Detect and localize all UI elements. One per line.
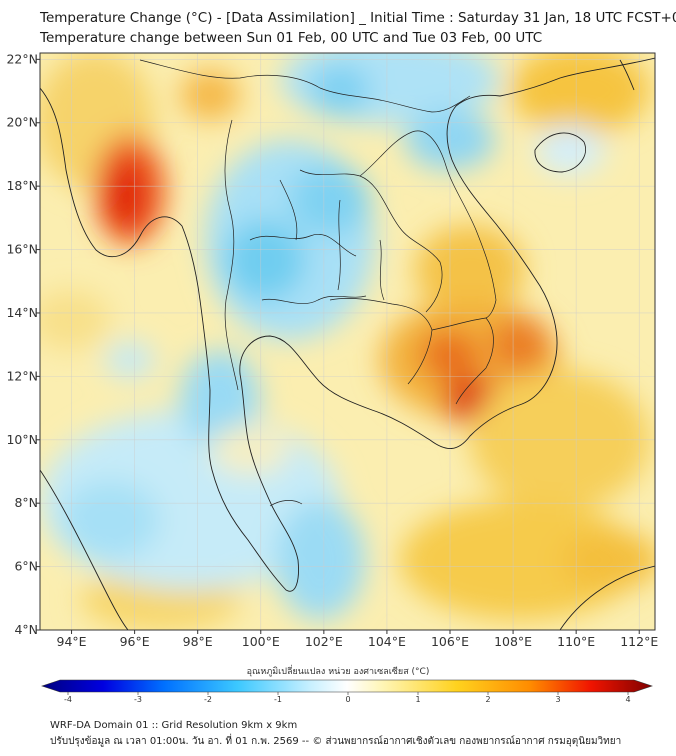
warm-region-south [400, 500, 640, 620]
province-lines-3 [279, 179, 298, 241]
lon-label-112: 112°E [620, 634, 658, 649]
warm-region-south-china [510, 53, 650, 135]
footer-domain-info: WRF-DA Domain 01 :: Grid Resolution 9km … [50, 720, 298, 731]
latitude-axis: 22°N 20°N 18°N 16°N 14°N 12°N 10°N 8°N 6°N 4°N [6, 51, 40, 637]
border-cambodia-vietnam [431, 317, 494, 405]
border-thailand-laos [299, 169, 443, 313]
lon-label-98: 98°E [183, 634, 213, 649]
colorbar-bar [41, 679, 653, 693]
cool-core-thailand [225, 220, 305, 300]
coastline-sumatra [40, 469, 129, 630]
cool-core-north [290, 165, 370, 235]
cool-patch-west [105, 342, 155, 378]
chart-subtitle: Temperature change between Sun 01 Feb, 0… [40, 30, 543, 46]
lat-label-8: 8°N [14, 495, 38, 510]
province-lines-2 [261, 295, 367, 305]
border-laos-vietnam [359, 130, 497, 319]
lat-label-22: 22°N [6, 51, 38, 66]
cb-label-0: 0 [345, 695, 350, 704]
colorbar-ticks: -4 -3 -2 -1 0 1 2 3 4 [64, 692, 631, 704]
cool-region-hainan [535, 125, 605, 175]
warm-hotspot-east [490, 315, 550, 375]
lon-label-102: 102°E [305, 634, 343, 649]
lat-label-18: 18°N [6, 178, 38, 193]
warm-region-southeast [560, 530, 655, 590]
plot-frame [39, 52, 656, 631]
cb-label--2: -2 [204, 695, 212, 704]
coastlines [40, 57, 655, 630]
cool-region-malay [275, 500, 365, 620]
colorbar-title: อุณหภูมิเปลี่ยนแปลง หน่วย องศาเซลเซียส (… [246, 667, 430, 677]
lat-label-20: 20°N [6, 115, 38, 130]
gridlines [40, 53, 655, 630]
province-lines-1 [249, 233, 357, 257]
coastline-mainland [40, 57, 655, 592]
warm-region-west [40, 290, 110, 350]
country-borders [139, 59, 497, 507]
lon-label-106: 106°E [431, 634, 469, 649]
lon-label-108: 108°E [494, 634, 532, 649]
border-myanmar-thailand [224, 119, 239, 391]
warm-region-laos [415, 225, 525, 315]
border-china [139, 59, 471, 113]
chart-title: Temperature Change (°C) - [Data Assimila… [40, 10, 676, 26]
lat-label-16: 16°N [6, 242, 38, 257]
coastline-hainan [534, 132, 586, 173]
cool-core-andaman [60, 480, 160, 560]
colorbar: -4 -3 -2 -1 0 1 2 3 4 [41, 679, 653, 704]
lon-label-94: 94°E [57, 634, 87, 649]
warm-core-myanmar [105, 160, 145, 230]
cb-label--4: -4 [64, 695, 72, 704]
lon-label-100: 100°E [242, 634, 280, 649]
cb-label-4: 4 [625, 695, 630, 704]
longitude-axis: 94°E 96°E 98°E 100°E 102°E 104°E 106°E 108°E 110… [57, 630, 658, 649]
cb-label--1: -1 [274, 695, 282, 704]
warm-region-hotspot [180, 70, 240, 120]
cb-label--3: -3 [134, 695, 142, 704]
cb-label-1: 1 [415, 695, 420, 704]
province-lines-5 [379, 239, 385, 301]
coastline-borneo [559, 565, 655, 630]
cb-label-2: 2 [485, 695, 490, 704]
lat-label-14: 14°N [6, 305, 38, 320]
cb-label-3: 3 [555, 695, 560, 704]
cool-core-northeast [310, 65, 370, 115]
footer-update-info: ปรับปรุงข้อมูล ณ เวลา 01:00น. วัน อา. ที… [50, 736, 622, 747]
border-thailand-cambodia [329, 298, 433, 385]
temperature-field [40, 53, 655, 630]
border-thailand-malaysia [269, 500, 303, 507]
lat-label-10: 10°N [6, 432, 38, 447]
province-lines-4 [337, 199, 341, 291]
lat-label-4: 4°N [14, 622, 38, 637]
lon-label-110: 110°E [557, 634, 595, 649]
lon-label-104: 104°E [368, 634, 406, 649]
lat-label-12: 12°N [6, 368, 38, 383]
lat-label-6: 6°N [14, 559, 38, 574]
coastline-taiwan [619, 59, 635, 91]
lon-label-96: 96°E [120, 634, 150, 649]
